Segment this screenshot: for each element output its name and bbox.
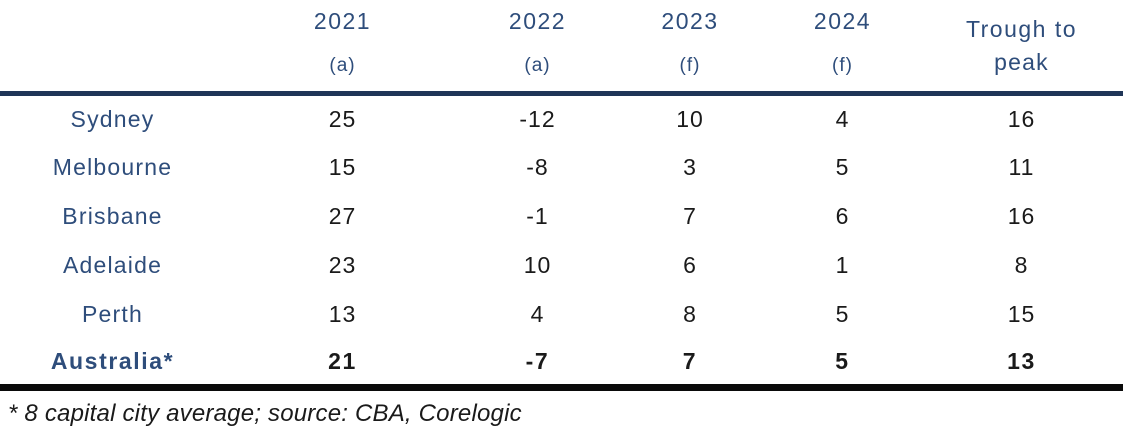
col-header-flag: (f) [679, 55, 701, 77]
cell-2023: 7 [682, 347, 698, 374]
table-row-perth: Perth 13 4 8 5 15 [0, 290, 1123, 339]
cell-2022: 10 [523, 251, 552, 278]
corner-cell [0, 0, 225, 94]
cell-2022: 4 [530, 300, 545, 327]
col-header-year: 2021 [313, 8, 372, 34]
cell-2024: 6 [835, 202, 850, 229]
table-row-adelaide: Adelaide 23 10 6 1 8 [0, 241, 1123, 290]
row-label: Melbourne [52, 153, 173, 180]
cell-2024: 4 [835, 105, 850, 132]
table-header: 2021 (a) 2022 (a) 2023 (f) 2024 (f) Trou… [0, 0, 1123, 94]
cell-2023: 8 [683, 300, 697, 327]
row-label: Perth [82, 300, 143, 327]
cell-2021: 23 [328, 251, 357, 278]
footnote: * 8 capital city average; source: CBA, C… [8, 400, 522, 427]
cell-2023: 7 [683, 202, 697, 229]
col-header-trough-to-peak: Trough to peak [920, 0, 1123, 94]
cell-trough-to-peak: 8 [1014, 251, 1029, 278]
header-row: 2021 (a) 2022 (a) 2023 (f) 2024 (f) Trou… [0, 0, 1123, 94]
col-header-2022: 2022 (a) [460, 0, 615, 94]
cell-2022: -7 [525, 347, 550, 374]
col-header-flag: (a) [329, 55, 356, 77]
table-row-melbourne: Melbourne 15 -8 3 5 11 [0, 143, 1123, 192]
cell-trough-to-peak: 16 [1007, 202, 1036, 229]
cell-2024: 1 [835, 251, 850, 278]
col-header-2024: 2024 (f) [765, 0, 920, 94]
row-label: Brisbane [62, 202, 163, 229]
col-header-line2: peak [994, 49, 1049, 76]
cell-2021: 27 [328, 202, 357, 229]
dwelling-prices-table-container: 2021 (a) 2022 (a) 2023 (f) 2024 (f) Trou… [0, 0, 1123, 427]
table-row-sydney: Sydney 25 -12 10 4 16 [0, 94, 1123, 143]
col-header-year: 2024 [813, 8, 872, 34]
row-label: Sydney [70, 105, 155, 132]
cell-2021: 25 [328, 105, 357, 132]
table-row-australia-total: Australia* 21 -7 7 5 13 [0, 339, 1123, 388]
cell-2024: 5 [835, 153, 850, 180]
cell-2022: -12 [519, 105, 556, 132]
col-header-2023: 2023 (f) [615, 0, 765, 94]
row-label: Australia* [50, 347, 175, 374]
cell-2021: 15 [328, 153, 357, 180]
cell-2024: 5 [835, 300, 850, 327]
cell-trough-to-peak: 15 [1007, 300, 1036, 327]
cell-2021: 21 [328, 347, 357, 374]
col-header-line1: Trough to [965, 16, 1078, 42]
table-row-brisbane: Brisbane 27 -1 7 6 16 [0, 192, 1123, 241]
cell-trough-to-peak: 11 [1008, 153, 1035, 180]
cell-2022: -8 [526, 153, 549, 180]
cell-2023: 3 [683, 153, 697, 180]
cell-trough-to-peak: 16 [1007, 105, 1036, 132]
cell-2022: -1 [526, 202, 549, 229]
row-label: Adelaide [62, 251, 163, 278]
cell-2023: 10 [676, 105, 704, 132]
col-header-year: 2023 [661, 8, 719, 34]
table-body: Sydney 25 -12 10 4 16 Melbourne 15 -8 3 … [0, 94, 1123, 388]
cell-2024: 5 [835, 347, 850, 374]
col-header-flag: (a) [524, 55, 551, 77]
col-header-2021: 2021 (a) [225, 0, 460, 94]
cell-trough-to-peak: 13 [1007, 347, 1036, 374]
dwelling-prices-table: 2021 (a) 2022 (a) 2023 (f) 2024 (f) Trou… [0, 0, 1123, 388]
col-header-year: 2022 [508, 8, 567, 34]
cell-2023: 6 [683, 251, 697, 278]
cell-2021: 13 [328, 300, 357, 327]
col-header-flag: (f) [832, 55, 853, 77]
